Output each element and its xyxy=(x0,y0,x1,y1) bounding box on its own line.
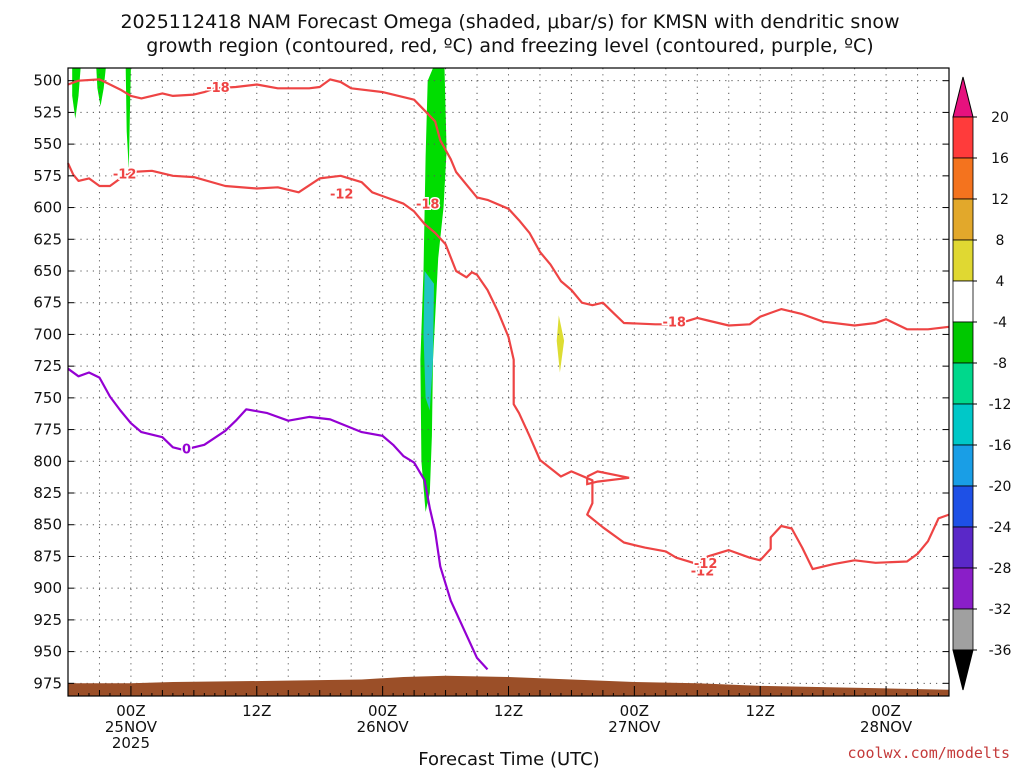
colorbar-band xyxy=(952,567,974,610)
y-tick-label: 825 xyxy=(33,484,62,502)
x-tick-label: 27NOV xyxy=(608,718,661,736)
x-tick-label: 28NOV xyxy=(860,718,913,736)
colorbar-label: 16 xyxy=(991,151,1009,167)
y-tick-label: 550 xyxy=(33,135,62,153)
y-tick-label: 875 xyxy=(33,547,62,565)
y-tick-label: 900 xyxy=(33,579,62,597)
x-tick-label: 00Z xyxy=(620,702,649,720)
y-tick-label: 800 xyxy=(33,452,62,470)
colorbar-band xyxy=(952,608,974,651)
colorbar-band xyxy=(952,526,974,569)
colorbar-label: -16 xyxy=(989,438,1012,454)
colorbar-top-arrow xyxy=(952,76,974,118)
x-tick-label: 25NOV xyxy=(105,718,158,736)
y-tick-label: 775 xyxy=(33,421,62,439)
y-tick-label: 975 xyxy=(33,674,62,692)
omega-area-weak xyxy=(96,68,106,107)
y-tick-label: 750 xyxy=(33,389,62,407)
omega-area-strong xyxy=(423,271,434,411)
colorbar-label: -28 xyxy=(989,561,1012,577)
omega-area-weak xyxy=(72,68,81,119)
colorbar-label: -8 xyxy=(993,356,1007,372)
contour-label: -12 xyxy=(113,167,137,182)
contour-label: -18 xyxy=(662,316,686,331)
x-axis-label: Forecast Time (UTC) xyxy=(418,749,599,768)
y-tick-label: 700 xyxy=(33,325,62,343)
x-tick-label: 00Z xyxy=(368,702,397,720)
contour-layer: -18-12-12-18-18-12-120 xyxy=(66,78,950,671)
colorbar: 20 16 12 8 4 -4 -8 -12 -16 -20 -24 -28 -32 -36 xyxy=(952,76,1012,691)
contour-label: 0 xyxy=(182,443,191,458)
x-tick-label: 12Z xyxy=(494,702,523,720)
colorbar-label: 20 xyxy=(991,110,1009,126)
y-tick-label: 925 xyxy=(33,611,62,629)
colorbar-label: 4 xyxy=(996,274,1005,290)
dgz-contour--18 xyxy=(67,78,950,331)
credit-link[interactable]: coolwx.com/modelts xyxy=(847,744,1010,762)
contour-label: -18 xyxy=(206,81,230,96)
dgz-closed-contour xyxy=(586,470,630,486)
dgz-contour--12 xyxy=(66,162,950,571)
y-tick-label: 650 xyxy=(33,262,62,280)
colorbar-label: -4 xyxy=(993,315,1007,331)
contour-label: -12 xyxy=(694,557,718,572)
colorbar-label: -12 xyxy=(989,397,1012,413)
chart-title-line1: 2025112418 NAM Forecast Omega (shaded, μ… xyxy=(120,11,899,33)
colorbar-label: 8 xyxy=(996,233,1005,249)
freezing-contour-0 xyxy=(67,367,489,671)
omega-area-weak xyxy=(125,68,131,170)
y-axis: 500 525 550 575 600 625 650 675 700 725 750 775 800 8… xyxy=(33,72,949,692)
colorbar-band xyxy=(952,280,974,323)
y-tick-label: 675 xyxy=(33,294,62,312)
x-tick-label: 2025 xyxy=(112,734,150,752)
colorbar-band xyxy=(952,116,974,159)
colorbar-band xyxy=(952,362,974,405)
colorbar-band xyxy=(952,198,974,241)
grid-lines xyxy=(67,68,950,696)
chart-title-line2: growth region (contoured, red, ºC) and f… xyxy=(146,35,873,57)
colorbar-band xyxy=(952,157,974,200)
y-tick-label: 850 xyxy=(33,516,62,534)
y-tick-label: 600 xyxy=(33,199,62,217)
x-tick-label: 12Z xyxy=(746,702,775,720)
contour-label: -18 xyxy=(416,198,440,213)
y-tick-label: 500 xyxy=(33,72,62,90)
colorbar-bottom-arrow xyxy=(952,649,974,691)
colorbar-label: -24 xyxy=(989,520,1012,536)
x-tick-label: 00Z xyxy=(871,702,900,720)
colorbar-band xyxy=(952,485,974,528)
y-tick-label: 625 xyxy=(33,230,62,248)
omega-area-positive xyxy=(556,315,565,373)
colorbar-label: -36 xyxy=(989,643,1012,659)
x-tick-label: 26NOV xyxy=(357,718,410,736)
contour-label: -12 xyxy=(330,188,354,203)
colorbar-band xyxy=(952,239,974,282)
colorbar-band xyxy=(952,403,974,446)
x-tick-label: 00Z xyxy=(116,702,145,720)
y-tick-label: 950 xyxy=(33,643,62,661)
y-tick-label: 575 xyxy=(33,167,62,185)
y-tick-label: 725 xyxy=(33,357,62,375)
colorbar-label: -32 xyxy=(989,602,1012,618)
plot-area xyxy=(72,68,565,512)
contour-label: -12 xyxy=(691,564,715,579)
y-tick-label: 525 xyxy=(33,103,62,121)
x-tick-label: 12Z xyxy=(242,702,271,720)
colorbar-label: -20 xyxy=(989,479,1012,495)
colorbar-label: 12 xyxy=(991,192,1009,208)
colorbar-band xyxy=(952,444,974,487)
colorbar-band xyxy=(952,321,974,364)
